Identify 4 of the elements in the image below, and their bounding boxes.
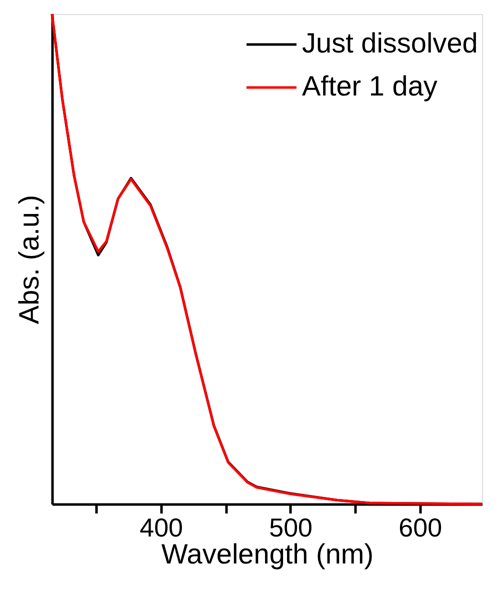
x-tick-label: 600 [398, 512, 442, 542]
y-axis-title: Abs. (a.u.) [14, 194, 44, 324]
legend-label: Just dissolved [302, 28, 478, 58]
legend-label: After 1 day [302, 70, 438, 102]
